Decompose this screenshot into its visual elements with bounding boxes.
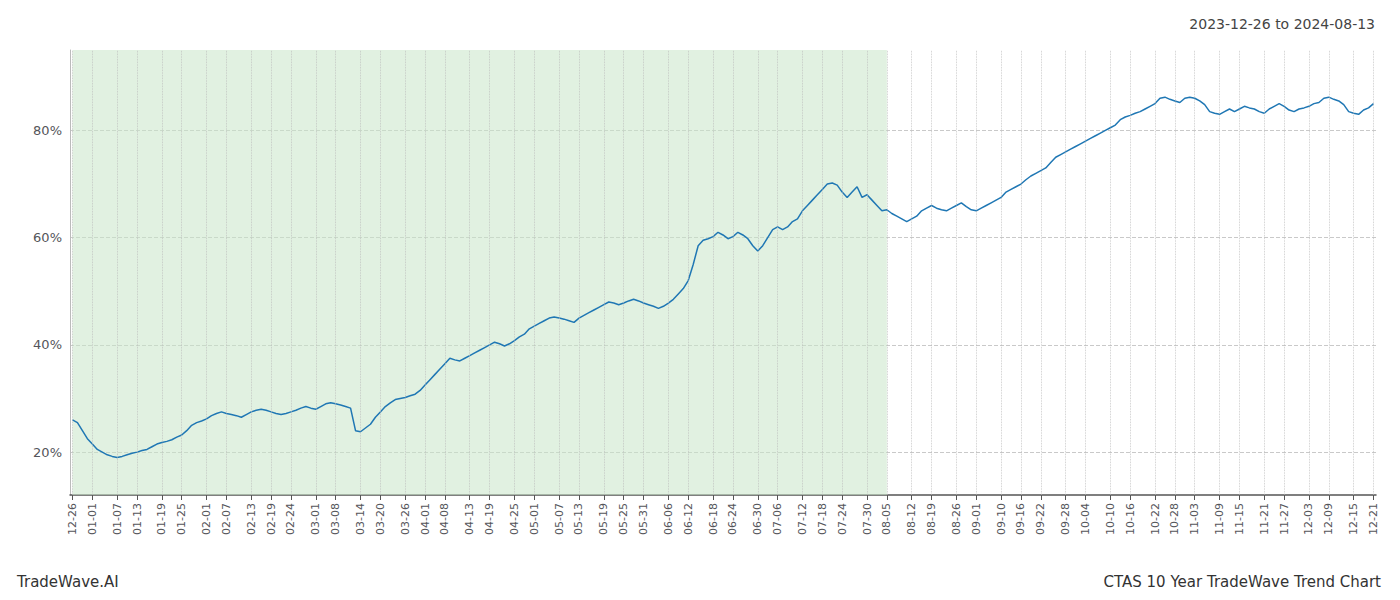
svg-text:2023-12-26 to 2024-08-13: 2023-12-26 to 2024-08-13 — [1189, 16, 1375, 32]
svg-text:10-10: 10-10 — [1104, 503, 1117, 535]
svg-text:02-19: 02-19 — [265, 503, 278, 535]
svg-text:11-09: 11-09 — [1213, 503, 1226, 535]
svg-text:09-28: 09-28 — [1059, 503, 1072, 535]
svg-text:08-05: 08-05 — [880, 503, 893, 535]
svg-text:04-13: 04-13 — [463, 503, 476, 535]
svg-text:11-03: 11-03 — [1188, 503, 1201, 535]
svg-text:12-15: 12-15 — [1347, 503, 1360, 535]
svg-text:07-30: 07-30 — [861, 503, 874, 535]
svg-text:08-12: 08-12 — [905, 503, 918, 535]
svg-text:06-12: 06-12 — [682, 503, 695, 535]
svg-text:03-26: 03-26 — [399, 503, 412, 535]
svg-text:05-25: 05-25 — [617, 503, 630, 535]
svg-text:10-16: 10-16 — [1124, 503, 1137, 535]
svg-text:02-01: 02-01 — [200, 503, 213, 535]
svg-text:11-15: 11-15 — [1233, 503, 1246, 535]
svg-text:05-19: 05-19 — [597, 503, 610, 535]
svg-text:11-21: 11-21 — [1258, 503, 1271, 535]
svg-text:05-01: 05-01 — [528, 503, 541, 535]
svg-text:04-25: 04-25 — [508, 503, 521, 535]
svg-text:03-14: 03-14 — [354, 503, 367, 535]
svg-text:01-07: 01-07 — [111, 503, 124, 535]
svg-text:04-08: 04-08 — [438, 503, 451, 535]
svg-text:02-07: 02-07 — [220, 503, 233, 535]
svg-text:12-21: 12-21 — [1367, 503, 1380, 535]
svg-text:80%: 80% — [33, 123, 62, 138]
svg-text:07-06: 07-06 — [771, 503, 784, 535]
svg-text:04-19: 04-19 — [483, 503, 496, 535]
svg-text:07-24: 07-24 — [836, 503, 849, 535]
svg-text:01-13: 01-13 — [131, 503, 144, 535]
svg-text:10-22: 10-22 — [1149, 503, 1162, 535]
svg-text:03-08: 03-08 — [329, 503, 342, 535]
svg-text:10-04: 10-04 — [1079, 503, 1092, 535]
svg-text:08-26: 08-26 — [950, 503, 963, 535]
svg-text:01-19: 01-19 — [155, 503, 168, 535]
svg-text:CTAS 10 Year TradeWave Trend C: CTAS 10 Year TradeWave Trend Chart — [1104, 573, 1382, 591]
svg-text:09-10: 09-10 — [995, 503, 1008, 535]
svg-text:09-01: 09-01 — [970, 503, 983, 535]
svg-text:09-16: 09-16 — [1014, 503, 1027, 535]
svg-text:12-03: 12-03 — [1302, 503, 1315, 535]
svg-text:02-13: 02-13 — [245, 503, 258, 535]
svg-text:60%: 60% — [33, 230, 62, 245]
svg-text:TradeWave.AI: TradeWave.AI — [16, 573, 119, 591]
svg-text:12-26: 12-26 — [66, 503, 79, 535]
svg-text:03-01: 03-01 — [309, 503, 322, 535]
svg-text:03-20: 03-20 — [374, 503, 387, 535]
svg-text:12-09: 12-09 — [1322, 503, 1335, 535]
svg-text:05-31: 05-31 — [637, 503, 650, 535]
svg-text:05-13: 05-13 — [572, 503, 585, 535]
svg-text:07-18: 07-18 — [816, 503, 829, 535]
svg-text:06-18: 06-18 — [707, 503, 720, 535]
svg-text:06-30: 06-30 — [751, 503, 764, 535]
svg-text:10-28: 10-28 — [1168, 503, 1181, 535]
svg-text:06-06: 06-06 — [662, 503, 675, 535]
svg-text:08-19: 08-19 — [925, 503, 938, 535]
svg-text:07-12: 07-12 — [796, 503, 809, 535]
svg-text:05-07: 05-07 — [553, 503, 566, 535]
svg-text:11-27: 11-27 — [1278, 503, 1291, 535]
svg-text:40%: 40% — [33, 337, 62, 352]
svg-text:20%: 20% — [33, 445, 62, 460]
svg-text:01-25: 01-25 — [175, 503, 188, 535]
svg-text:09-22: 09-22 — [1034, 503, 1047, 535]
svg-text:04-01: 04-01 — [419, 503, 432, 535]
svg-text:06-24: 06-24 — [726, 503, 739, 535]
svg-text:02-24: 02-24 — [284, 503, 297, 535]
svg-text:01-01: 01-01 — [86, 503, 99, 535]
